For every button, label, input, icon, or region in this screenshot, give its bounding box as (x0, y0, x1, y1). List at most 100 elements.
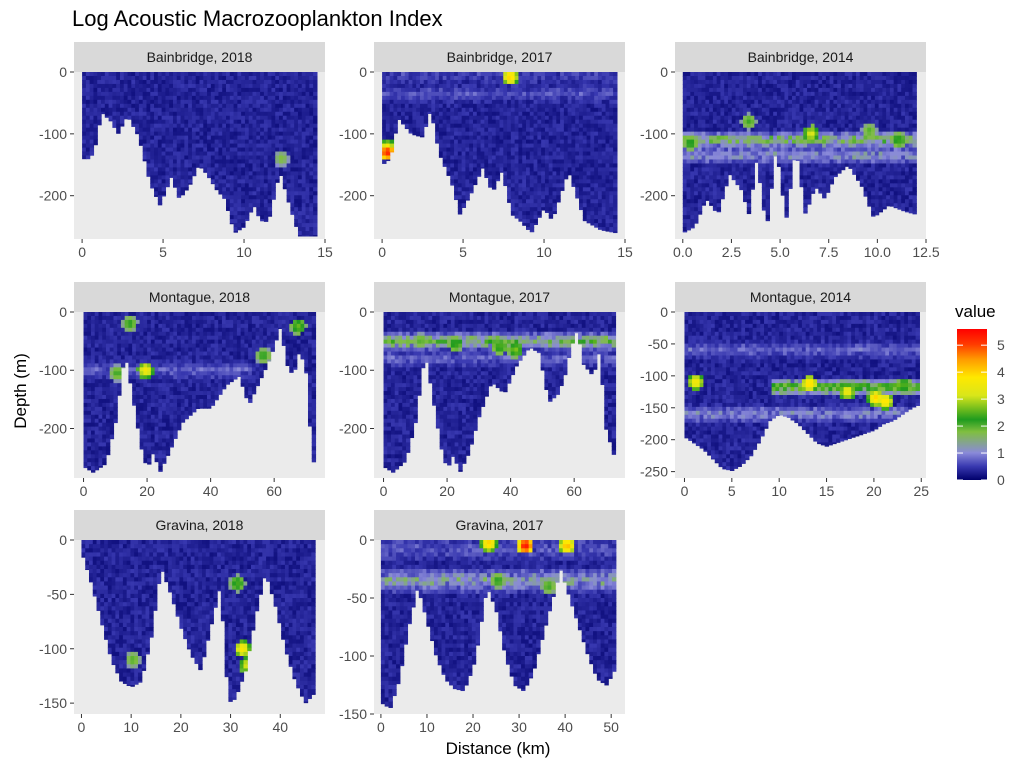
heatmap-cell (480, 127, 485, 133)
heatmap-cell (739, 143, 744, 149)
heatmap-cell (393, 107, 398, 113)
heatmap-cell (829, 111, 835, 117)
heatmap-cell (705, 87, 710, 93)
heatmap-cell (457, 135, 463, 141)
heatmap-cell (244, 187, 250, 192)
heatmap-cell (575, 191, 580, 196)
heatmap-cell (579, 175, 584, 180)
heatmap-cell (305, 191, 310, 196)
heatmap-cell (795, 95, 801, 101)
heatmap-cell (188, 183, 193, 185)
heatmap-cell (727, 159, 733, 165)
heatmap-cell (271, 187, 276, 192)
heatmap-cell (807, 183, 812, 188)
heatmap-cell (579, 107, 584, 113)
heatmap-cell (788, 83, 793, 89)
heatmap-cell (275, 179, 280, 183)
heatmap-cell (750, 187, 755, 190)
heatmap-cell (127, 115, 132, 120)
heatmap-cell (586, 215, 591, 220)
heatmap-cell (442, 83, 448, 89)
heatmap-cell (613, 127, 618, 133)
heatmap-cell (297, 219, 303, 224)
heatmap-cell (154, 135, 159, 141)
heatmap-cell (548, 203, 554, 208)
heatmap-cell (503, 83, 508, 89)
heatmap-cell (169, 75, 174, 81)
heatmap-cell (275, 87, 280, 93)
heatmap-cell (792, 127, 797, 133)
heatmap-cell (754, 139, 759, 145)
heatmap-cell (263, 211, 269, 216)
heatmap-cell (582, 175, 588, 180)
heatmap-cell (743, 95, 748, 101)
heatmap-cell (784, 187, 789, 192)
heatmap-cell (746, 91, 752, 97)
heatmap-cell (503, 115, 508, 121)
heatmap-cell (313, 175, 318, 180)
heatmap-cell (297, 111, 303, 117)
heatmap-cell (165, 87, 170, 93)
heatmap-cell (469, 175, 474, 180)
heatmap-cell (419, 127, 425, 133)
heatmap-cell (825, 75, 831, 81)
heatmap-cell (844, 87, 850, 93)
heatmap-cell (150, 155, 155, 161)
heatmap-cell (93, 95, 98, 101)
heatmap-cell (165, 95, 170, 101)
heatmap-cell (461, 95, 467, 101)
heatmap-cell (408, 83, 413, 89)
heatmap-cell (419, 72, 425, 77)
heatmap-cell (552, 72, 557, 77)
heatmap-cell (724, 151, 729, 157)
heatmap-cell (769, 187, 774, 189)
heatmap-cell (184, 91, 189, 97)
heatmap-cell (582, 147, 588, 153)
heatmap-cell (597, 179, 603, 184)
heatmap-cell (761, 175, 767, 180)
heatmap-cell (503, 183, 508, 187)
heatmap-cell (454, 119, 459, 125)
heatmap-cell (579, 135, 584, 141)
heatmap-cell (727, 119, 733, 125)
heatmap-cell (754, 72, 759, 77)
heatmap-cell (241, 163, 246, 169)
heatmap-cell (514, 215, 520, 219)
heatmap-cell (609, 99, 614, 105)
heatmap-cell (586, 191, 591, 196)
heatmap-cell (754, 87, 759, 93)
heatmap-cell (682, 72, 688, 77)
heatmap-cell (840, 135, 846, 141)
heatmap-cell (157, 143, 163, 149)
heatmap-cell (484, 115, 489, 121)
heatmap-cell (601, 147, 607, 153)
heatmap-cell (709, 175, 714, 180)
heatmap-cell (195, 103, 201, 109)
heatmap-cell (743, 167, 748, 173)
heatmap-cell (446, 103, 451, 109)
heatmap-cell (716, 131, 722, 137)
heatmap-cell (389, 139, 395, 145)
heatmap-cell (818, 151, 823, 157)
heatmap-cell (112, 111, 117, 117)
heatmap-cell (457, 199, 463, 204)
heatmap-cell (548, 123, 554, 129)
heatmap-cell (818, 83, 823, 89)
heatmap-cell (731, 72, 737, 77)
heatmap-cell (694, 159, 699, 165)
heatmap-cell (522, 183, 527, 188)
heatmap-cell (818, 95, 823, 101)
heatmap-cell (131, 119, 136, 125)
heatmap-cell (833, 111, 838, 117)
heatmap-cell (686, 107, 691, 113)
heatmap-cell (712, 79, 718, 85)
heatmap-cell (541, 139, 546, 145)
heatmap-cell (514, 75, 520, 81)
heatmap-cell (735, 83, 740, 89)
heatmap-cell (290, 203, 295, 208)
heatmap-cell (746, 159, 752, 165)
heatmap-cell (282, 75, 288, 81)
heatmap-cell (104, 83, 110, 89)
heatmap-cell (799, 123, 804, 129)
heatmap-cell (82, 135, 87, 141)
